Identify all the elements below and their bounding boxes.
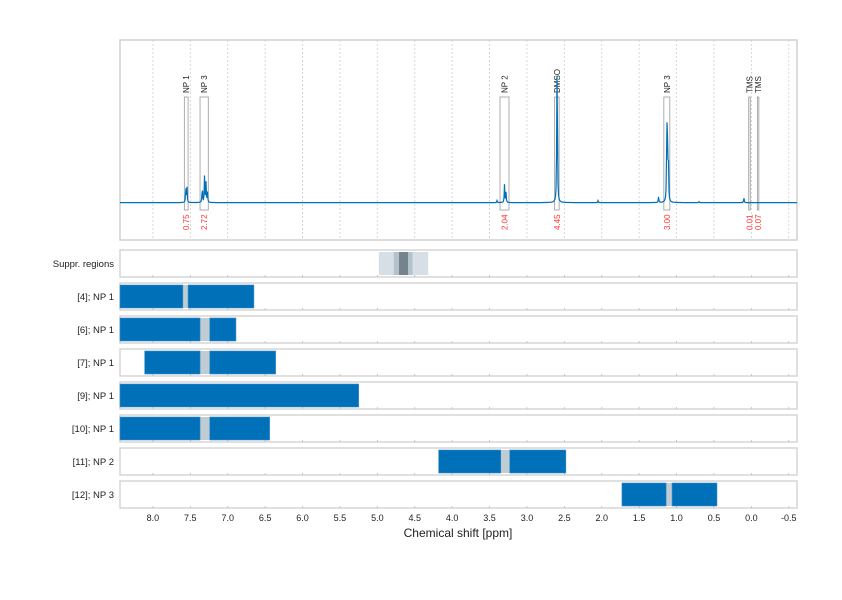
region-label: TMS [754, 76, 763, 93]
row-label: [7]; NP 1 [77, 358, 114, 369]
x-tick-label: 4.5 [408, 513, 421, 523]
suppressed-regions-row [119, 249, 798, 278]
row-label: Suppr. regions [53, 259, 115, 270]
region-label: NP 1 [182, 75, 191, 93]
overlap-gap [500, 450, 510, 473]
range-bar [509, 449, 567, 474]
region-label: NP 3 [200, 75, 209, 93]
row-label: [11]; NP 2 [73, 457, 114, 468]
integral-value: 2.72 [200, 214, 209, 230]
overlap-gap [182, 285, 189, 308]
integral-value: 2.04 [501, 214, 510, 230]
range-bar [119, 416, 201, 441]
range-bar [209, 416, 270, 441]
x-tick-label: 6.5 [259, 513, 272, 523]
integration-region [183, 96, 189, 211]
x-tick-label: 4.0 [446, 513, 459, 523]
spectrum-frame [119, 39, 798, 241]
x-tick-label: 5.0 [371, 513, 384, 523]
x-tick-label: 7.0 [221, 513, 234, 523]
integral-value: 0.07 [754, 214, 763, 230]
region-label: NP 2 [501, 75, 510, 93]
row-label: [6]; NP 1 [77, 325, 114, 336]
row-label: [12]; NP 3 [72, 490, 114, 501]
region-label: NP 3 [663, 75, 672, 93]
x-tick-label: 2.5 [558, 513, 571, 523]
range-bar [119, 317, 201, 342]
region-label: TMS [745, 76, 754, 93]
integral-value: 0.01 [745, 214, 754, 230]
x-tick-label: 8.0 [147, 513, 160, 523]
x-tick-label: 1.5 [633, 513, 646, 523]
x-tick-label: 6.0 [296, 513, 309, 523]
range-bar [119, 284, 184, 309]
integration-region [748, 96, 751, 211]
range-bar [144, 350, 201, 375]
range-bar [187, 284, 255, 309]
x-tick-label: 7.5 [184, 513, 197, 523]
spectrum-line [120, 75, 797, 204]
row-label: [9]; NP 1 [77, 391, 114, 402]
row-label: [4]; NP 1 [77, 292, 114, 303]
integration-region [663, 96, 671, 211]
range-bar [621, 482, 667, 507]
range-bar [671, 482, 718, 507]
overlap-gap [200, 318, 210, 341]
overlap-gap [200, 351, 210, 374]
x-axis: 8.0 7.5 7.0 6.5 6.0 5.5 5.0 4.5 4.0 3.5 3.0 2.5 2.0 1… [147, 513, 797, 523]
range-bar [209, 350, 276, 375]
x-tick-label: 5.5 [334, 513, 347, 523]
integral-value: 4.45 [553, 214, 562, 230]
range-bar [119, 383, 359, 408]
integration-region [499, 96, 510, 211]
integration-region [199, 96, 209, 211]
x-tick-label: 0.0 [745, 513, 758, 523]
x-tick-label: 2.0 [595, 513, 608, 523]
x-tick-label: 3.5 [483, 513, 496, 523]
overlap-gap [666, 483, 673, 506]
x-tick-label: 1.0 [670, 513, 683, 523]
x-axis-label: Chemical shift [ppm] [404, 526, 513, 540]
suppressed-band [399, 252, 409, 275]
integral-value: 3.00 [663, 214, 672, 230]
overlap-gap [200, 417, 210, 440]
x-tick-label: 0.5 [708, 513, 721, 523]
integral-value: 0.75 [182, 214, 191, 230]
range-bar [209, 317, 237, 342]
x-tick-label: 3.0 [521, 513, 534, 523]
x-tick-label: -0.5 [781, 513, 797, 523]
range-bar [438, 449, 502, 474]
annotation-rows: Suppr. regions [4]; NP 1 [6]; NP 1 [7]; NP … [53, 249, 798, 509]
integration-region [756, 96, 760, 211]
row-label: [10]; NP 1 [72, 424, 114, 435]
